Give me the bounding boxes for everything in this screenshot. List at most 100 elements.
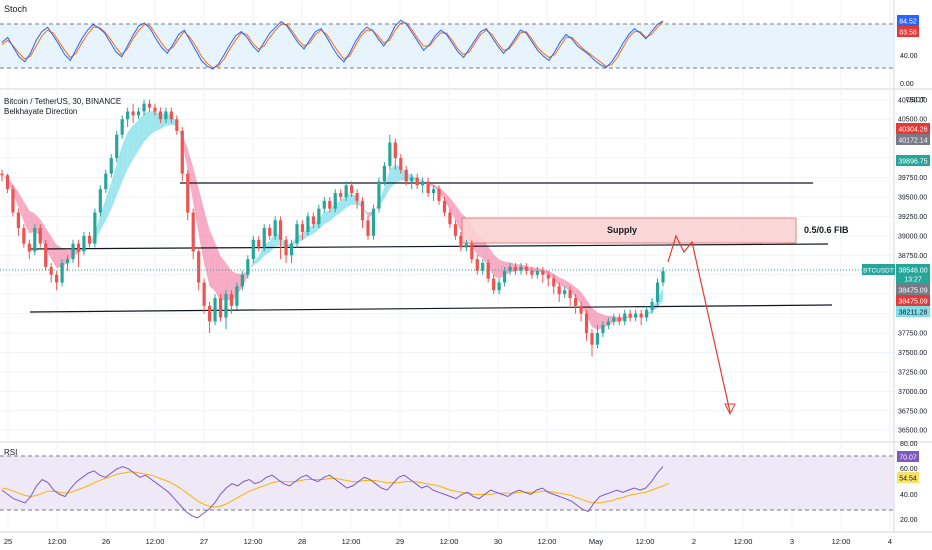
symbol-badge-text: BTCUSDT [863,268,894,275]
last-price-text: 38546.00 [898,268,927,275]
candle-body [481,263,485,271]
symbol-line[interactable]: Bitcoin / TetherUS, 30, BINANCE [4,97,121,106]
candle-body [27,243,31,252]
candle-body [207,305,212,322]
grid-lines [0,0,894,532]
cloud-segment-bear [51,236,57,269]
stoch-d-value: 83.58 [899,30,917,37]
cloud-segment-bear [193,167,199,235]
lower-support-line[interactable] [29,304,833,313]
cloud-segment-bear [225,262,232,302]
candle-body [257,239,261,248]
candle-body [44,243,48,267]
candle-body [502,270,507,283]
stoch-tick-40: 40.00 [900,53,918,60]
candle-body [339,193,343,197]
indicator-line[interactable]: Belkhayate Direction [4,107,77,116]
rsi-tick-40: 40.00 [900,492,918,499]
candle-body [634,313,638,318]
cloud-segment-bull [324,210,330,225]
candle-body [5,175,10,190]
candle-body [497,282,501,291]
price-tick-label: 39250.00 [898,214,927,221]
cloud-segment-bear [493,254,500,279]
candle-body [142,103,146,112]
candle-body [557,286,561,295]
price-tick-label: 36750.00 [898,408,927,415]
last-price-badge [896,264,930,284]
candle-body [22,228,26,244]
badge-low1 [896,284,930,295]
cloud-segment-bear [581,292,587,316]
candles[interactable] [0,99,665,357]
rsi-value: 70.07 [899,455,917,462]
rsi-ma-value: 54.54 [899,476,917,483]
candle-body [279,220,283,240]
candle-body [55,274,59,283]
candle-body [76,243,81,252]
price-tick-label: 39000.00 [898,233,927,240]
candle-body [655,282,660,302]
candle-body [240,274,244,287]
rsi-tick-80: 80.00 [900,441,918,448]
candle-body [350,185,354,194]
cloud-segment-bear [586,299,592,328]
cloud-segment-bear [209,229,216,292]
cloud-segment-bull [657,287,663,308]
rsi-band [0,456,894,510]
candle-body [415,177,419,186]
fib-label: 0.5/0.6 FIB [804,225,849,235]
stoch-tick-0: 0.00 [900,81,914,88]
candle-body [147,103,152,108]
countdown-text: 13:27 [904,277,922,284]
candle-body [623,313,627,322]
supply-zone[interactable] [461,217,797,244]
stoch-indicator[interactable] [0,19,894,70]
cloud-segment-bear [444,191,450,210]
rsi-tick-20: 20.00 [900,517,918,524]
candle-body [98,189,102,213]
main-pane [0,90,894,440]
candle-body [377,181,381,209]
time-tick-label: 12:00 [538,537,557,546]
cloud-segment-bear [18,192,24,222]
candle-body [197,251,201,283]
candle-body [437,189,441,201]
rsi-price-axis[interactable]: 80.00 70.07 60.00 54.54 40.00 20.00 [897,441,919,524]
mid-support-line[interactable] [29,243,829,250]
cloud-segment-bear [23,201,30,234]
rsi-indicator[interactable] [0,455,894,519]
candle-body [579,305,583,314]
candle-body [136,111,141,116]
price-projection-path[interactable] [667,234,731,413]
candle-body [251,239,255,260]
candle-body [661,271,665,283]
price-tick-label: 39750.00 [898,175,927,182]
badge-low3 [896,306,930,317]
candle-body [104,173,108,190]
time-axis[interactable]: 25 12:00 26 12:00 27 12:00 28 12:00 29 12:00 30 12:… [4,537,892,546]
candle-body [344,185,348,197]
candle-body [393,142,397,159]
stoch-title: Stoch [4,4,27,14]
candle-body [639,313,643,318]
cloud-segment-bull [258,244,265,263]
cloud-segment-bull [253,255,259,266]
time-tick-label: 12:00 [440,537,459,546]
candle-body [355,193,359,201]
price-badges: 40304.26 40172.14 39896.75 BTCUSDT 38546… [862,123,930,317]
candle-body [541,270,545,275]
rsi-ma-badge [897,472,919,483]
cloud-segment-bear [198,188,205,264]
stoch-price-axis[interactable]: 84.52 83.58 40.00 0.00 [897,15,919,88]
time-tick-label: 29 [396,537,404,546]
time-tick-label: 4 [888,537,892,546]
time-tick-label: 12:00 [48,537,67,546]
candle-body [246,259,250,275]
candle-body [612,317,616,322]
candle-body [601,325,605,334]
time-tick-label: 28 [298,537,306,546]
candle-body [120,119,124,135]
cloud-segment-bull [176,121,183,143]
